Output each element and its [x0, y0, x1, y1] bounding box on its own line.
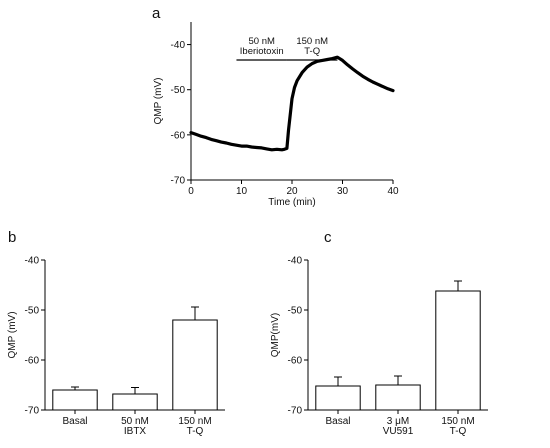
category-label-c-1-0: 3 μM — [387, 416, 409, 427]
y-axis-label-a: QMP (mV) — [153, 77, 164, 124]
x-tick-label-a-4: 40 — [387, 186, 399, 197]
y-axis-label-c: QMP(mV) — [270, 313, 281, 357]
category-label-b-1-0: 50 nM — [121, 416, 149, 427]
y-tick-label-b-0: -70 — [25, 406, 40, 417]
panel-label-a: a — [152, 5, 161, 22]
bar-b-2 — [172, 319, 218, 411]
y-tick-label-c-3: -40 — [288, 256, 303, 267]
annotation-label-1-0: 150 nM — [296, 36, 328, 47]
category-label-b-1-1: IBTX — [124, 426, 147, 437]
y-tick-label-c-2: -50 — [288, 306, 303, 317]
y-axis-label-b: QMP (mV) — [7, 311, 18, 358]
y-tick-label-a-0: -70 — [171, 176, 186, 187]
category-label-b-2-1: T-Q — [187, 426, 204, 437]
category-label-c-2-1: T-Q — [450, 426, 467, 437]
bar-c-0 — [315, 385, 361, 411]
bar-b-0 — [52, 389, 98, 411]
bar-c-1 — [375, 384, 421, 411]
y-tick-label-b-3: -40 — [25, 256, 40, 267]
bar-b-1 — [112, 393, 158, 411]
x-tick-label-a-0: 0 — [188, 186, 194, 197]
category-label-b-2-0: 150 nM — [178, 416, 211, 427]
panel-label-c: c — [324, 229, 332, 246]
series-line-qmp-trace — [189, 55, 395, 152]
annotation-label-0-1: Iberiotoxin — [240, 46, 284, 57]
bar-c-2 — [435, 290, 481, 411]
x-tick-label-a-1: 10 — [236, 186, 248, 197]
y-tick-label-a-1: -60 — [171, 130, 186, 141]
category-label-c-0-0: Basal — [325, 416, 350, 427]
annotation-label-1-1: T-Q — [304, 46, 320, 57]
annotation-label-0-0: 50 nM — [248, 36, 274, 47]
category-label-c-2-0: 150 nM — [441, 416, 474, 427]
y-tick-label-b-2: -50 — [25, 306, 40, 317]
panel-label-b: b — [8, 229, 16, 246]
y-tick-label-a-3: -40 — [171, 40, 186, 51]
category-label-b-0-0: Basal — [62, 416, 87, 427]
x-axis-label-a: Time (min) — [268, 197, 315, 208]
x-tick-label-a-2: 20 — [286, 186, 298, 197]
category-label-c-1-1: VU591 — [383, 426, 414, 437]
y-tick-label-c-1: -60 — [288, 356, 303, 367]
x-tick-label-a-3: 30 — [337, 186, 349, 197]
y-tick-label-c-0: -70 — [288, 406, 303, 417]
y-tick-label-a-2: -50 — [171, 85, 186, 96]
y-tick-label-b-1: -60 — [25, 356, 40, 367]
